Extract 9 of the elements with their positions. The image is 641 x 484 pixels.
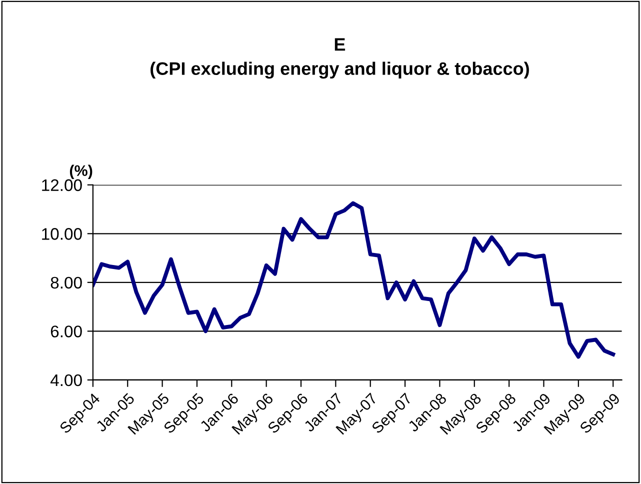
y-tick-label: 12.00 bbox=[42, 179, 82, 192]
chart-subtitle: (CPI excluding energy and liquor & tobacco) bbox=[150, 62, 529, 79]
y-tick-label: 4.00 bbox=[50, 374, 82, 386]
y-tick-label: 6.00 bbox=[50, 326, 82, 338]
y-tick-label: 10.00 bbox=[42, 228, 82, 240]
y-tick-label: 8.00 bbox=[50, 276, 82, 289]
y-axis-title: (%) bbox=[70, 164, 92, 180]
line-series bbox=[92, 201, 616, 359]
chart-title: E bbox=[334, 38, 346, 51]
